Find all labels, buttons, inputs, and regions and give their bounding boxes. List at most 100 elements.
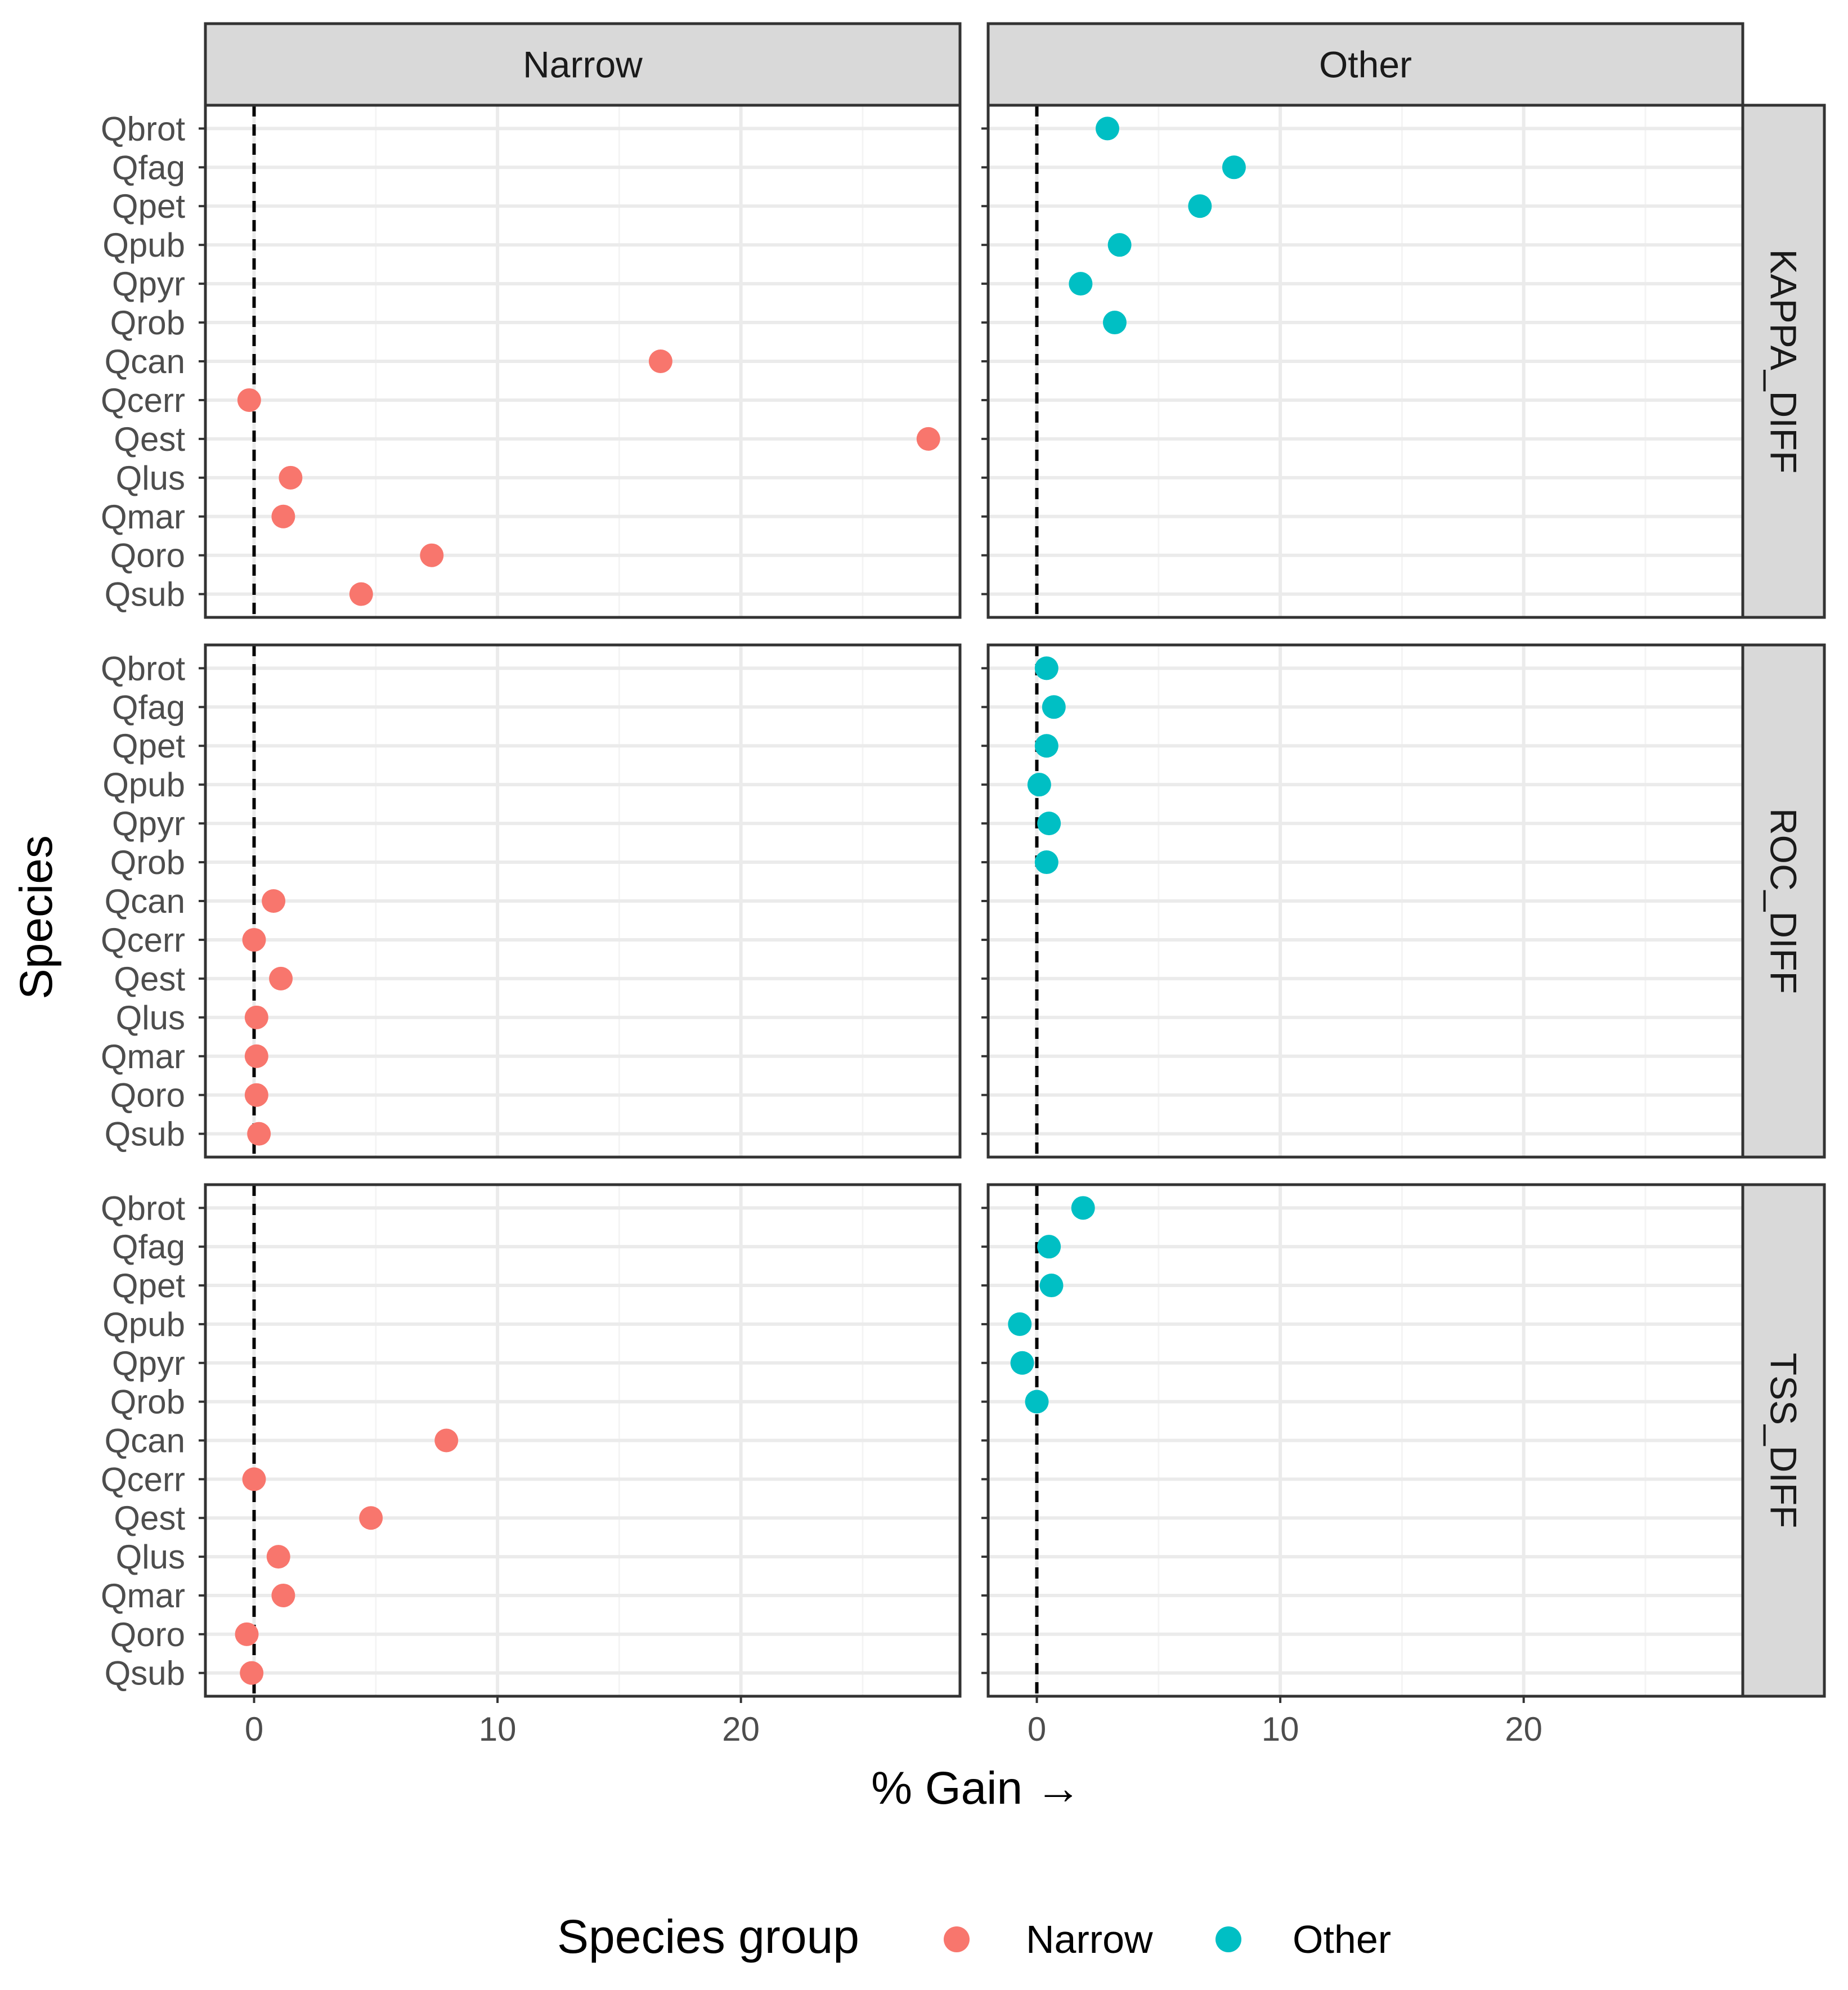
y-tick-label-qrob: Qrob xyxy=(110,1383,185,1421)
y-tick-label-qcerr: Qcerr xyxy=(101,382,185,419)
point-narrow-tss-diff-qsub xyxy=(240,1661,264,1685)
panel-narrow-kappa-diff: QbrotQfagQpetQpubQpyrQrobQcanQcerrQestQl… xyxy=(101,104,962,619)
y-tick-label-qpet: Qpet xyxy=(112,727,185,765)
point-narrow-tss-diff-qest xyxy=(359,1506,383,1530)
strip-tss-diff xyxy=(1741,1183,1826,1698)
y-tick-label-qcan: Qcan xyxy=(105,343,185,380)
point-other-kappa-diff-qpub xyxy=(1107,233,1132,257)
point-narrow-tss-diff-qlus xyxy=(266,1545,290,1569)
point-narrow-tss-diff-qmar xyxy=(271,1583,295,1607)
strip-narrow xyxy=(204,22,962,107)
point-other-roc-diff-qbrot xyxy=(1034,656,1058,680)
point-other-roc-diff-qpub xyxy=(1027,773,1051,797)
point-other-tss-diff-qpub xyxy=(1008,1312,1032,1336)
y-tick-label-qest: Qest xyxy=(114,1499,185,1537)
y-tick-label-qrob: Qrob xyxy=(110,844,185,881)
y-tick-label-qmar: Qmar xyxy=(101,1577,185,1615)
point-narrow-kappa-diff-qlus xyxy=(279,465,303,490)
y-tick-label-qfag: Qfag xyxy=(112,149,185,186)
point-other-kappa-diff-qrob xyxy=(1102,311,1127,335)
point-other-tss-diff-qpyr xyxy=(1010,1351,1034,1375)
x-tick-label-other-10: 10 xyxy=(1262,1710,1299,1748)
y-tick-label-qlus: Qlus xyxy=(116,459,185,497)
point-other-tss-diff-qpet xyxy=(1039,1274,1064,1298)
point-narrow-tss-diff-qoro xyxy=(235,1622,259,1646)
point-other-roc-diff-qfag xyxy=(1042,695,1066,719)
point-other-tss-diff-qrob xyxy=(1025,1390,1049,1414)
point-narrow-roc-diff-qlus xyxy=(244,1005,268,1029)
y-tick-label-qlus: Qlus xyxy=(116,999,185,1037)
y-tick-label-qpet: Qpet xyxy=(112,1267,185,1305)
point-narrow-roc-diff-qsub xyxy=(247,1122,271,1146)
y-tick-label-qsub: Qsub xyxy=(105,1115,185,1153)
strip-label-kappa-diff: KAPPA_DIFF xyxy=(1763,249,1805,474)
panel-other-tss-diff xyxy=(981,1183,1744,1698)
point-narrow-kappa-diff-qcerr xyxy=(237,388,261,412)
point-narrow-kappa-diff-qsub xyxy=(349,582,373,606)
point-narrow-roc-diff-qcan xyxy=(262,889,286,913)
panel-narrow-roc-diff: QbrotQfagQpetQpubQpyrQrobQcanQcerrQestQl… xyxy=(101,643,962,1159)
strip-kappa-diff xyxy=(1741,104,1826,619)
y-tick-label-qpet: Qpet xyxy=(112,187,185,225)
y-tick-label-qmar: Qmar xyxy=(101,1038,185,1075)
panel-narrow-tss-diff: QbrotQfagQpetQpubQpyrQrobQcanQcerrQestQl… xyxy=(101,1183,962,1698)
legend-key-other xyxy=(1215,1926,1241,1952)
point-narrow-kappa-diff-qcan xyxy=(648,349,672,373)
y-tick-label-qfag: Qfag xyxy=(112,688,185,726)
point-narrow-roc-diff-qcerr xyxy=(242,927,266,952)
strip-other xyxy=(986,22,1744,107)
point-other-roc-diff-qpyr xyxy=(1037,812,1061,836)
y-tick-label-qcan: Qcan xyxy=(105,1422,185,1460)
strip-roc-diff xyxy=(1741,643,1826,1159)
y-tick-label-qpub: Qpub xyxy=(102,766,185,804)
y-tick-label-qbrot: Qbrot xyxy=(101,649,185,687)
x-tick-label-narrow-20: 20 xyxy=(722,1710,760,1748)
point-narrow-kappa-diff-qmar xyxy=(271,504,295,528)
x-tick-label-narrow-0: 0 xyxy=(245,1710,263,1748)
x-tick-label-other-0: 0 xyxy=(1028,1710,1046,1748)
y-axis-title: Species xyxy=(11,835,62,1000)
point-other-tss-diff-qbrot xyxy=(1071,1196,1095,1220)
y-tick-label-qcerr: Qcerr xyxy=(101,921,185,959)
y-tick-label-qsub: Qsub xyxy=(105,576,185,613)
y-tick-label-qbrot: Qbrot xyxy=(101,110,185,147)
legend: Species group Narrow Other xyxy=(557,1910,1391,1963)
point-other-tss-diff-qfag xyxy=(1037,1235,1061,1259)
y-tick-label-qpyr: Qpyr xyxy=(112,805,185,842)
point-narrow-kappa-diff-qest xyxy=(916,427,940,451)
strip-label-tss-diff: TSS_DIFF xyxy=(1763,1353,1805,1529)
panel-other-roc-diff xyxy=(981,643,1744,1159)
point-narrow-tss-diff-qcan xyxy=(434,1428,459,1453)
legend-label-narrow: Narrow xyxy=(1026,1917,1153,1961)
y-tick-label-qbrot: Qbrot xyxy=(101,1189,185,1227)
y-tick-label-qpub: Qpub xyxy=(102,226,185,264)
y-tick-label-qcerr: Qcerr xyxy=(101,1460,185,1498)
point-other-kappa-diff-qpet xyxy=(1188,194,1212,218)
y-tick-label-qest: Qest xyxy=(114,420,185,458)
y-tick-label-qoro: Qoro xyxy=(110,1616,185,1653)
strip-label-roc-diff: ROC_DIFF xyxy=(1763,808,1805,994)
legend-key-narrow xyxy=(944,1926,970,1952)
y-tick-label-qpyr: Qpyr xyxy=(112,265,185,303)
y-tick-label-qcan: Qcan xyxy=(105,882,185,920)
y-tick-label-qlus: Qlus xyxy=(116,1538,185,1576)
y-tick-label-qrob: Qrob xyxy=(110,304,185,342)
point-other-kappa-diff-qbrot xyxy=(1095,116,1119,141)
point-other-kappa-diff-qfag xyxy=(1222,155,1246,180)
x-tick-label-other-20: 20 xyxy=(1505,1710,1542,1748)
y-tick-label-qoro: Qoro xyxy=(110,1077,185,1114)
y-tick-label-qest: Qest xyxy=(114,960,185,998)
y-tick-label-qpyr: Qpyr xyxy=(112,1344,185,1382)
legend-label-other: Other xyxy=(1293,1917,1391,1961)
point-narrow-roc-diff-qest xyxy=(269,966,293,990)
legend-title: Species group xyxy=(557,1910,859,1963)
y-tick-label-qpub: Qpub xyxy=(102,1306,185,1343)
y-tick-label-qfag: Qfag xyxy=(112,1228,185,1266)
y-tick-label-qmar: Qmar xyxy=(101,498,185,536)
point-narrow-kappa-diff-qoro xyxy=(420,543,444,567)
point-narrow-roc-diff-qmar xyxy=(244,1044,268,1068)
strip-label-other: Other xyxy=(1319,44,1412,86)
point-narrow-tss-diff-qcerr xyxy=(242,1467,266,1491)
y-tick-label-qsub: Qsub xyxy=(105,1655,185,1692)
